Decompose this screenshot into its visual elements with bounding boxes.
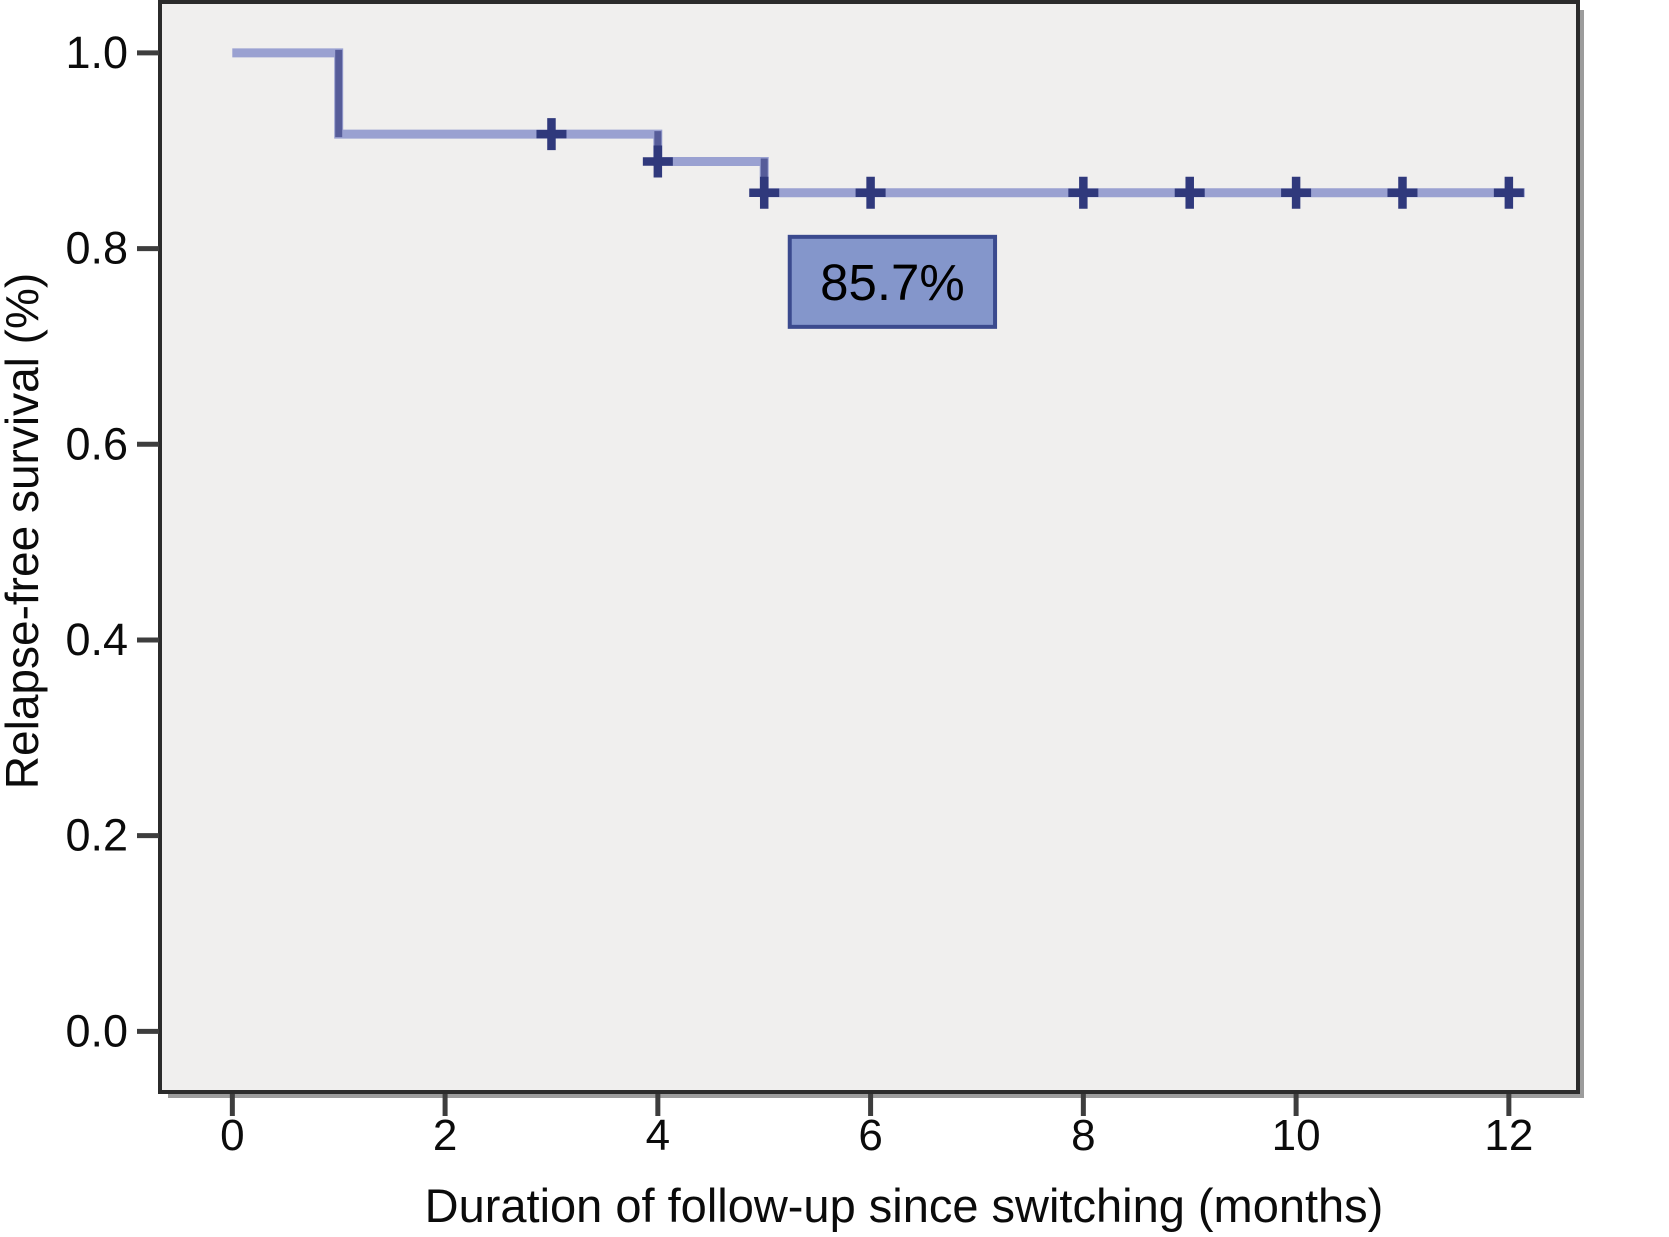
annotation-label: 85.7% bbox=[820, 254, 965, 311]
x-tick-label: 4 bbox=[646, 1111, 670, 1160]
censor-mark bbox=[1387, 176, 1418, 209]
censor-marks bbox=[536, 118, 1524, 209]
y-axis: 0.0 0.2 0.4 0.6 0.8 1.0 bbox=[65, 27, 159, 1056]
x-tick-label: 2 bbox=[433, 1111, 457, 1160]
y-tick-label: 0.2 bbox=[65, 810, 128, 861]
y-tick-label: 0.6 bbox=[65, 418, 128, 469]
x-tick-label: 6 bbox=[858, 1111, 882, 1160]
y-tick-label: 0.4 bbox=[65, 614, 128, 665]
plot-area bbox=[158, 0, 1580, 1094]
x-tick-label: 12 bbox=[1484, 1111, 1533, 1160]
x-tick-label: 8 bbox=[1071, 1111, 1095, 1160]
x-tick-label: 0 bbox=[220, 1111, 244, 1160]
censor-mark bbox=[1281, 176, 1312, 209]
censor-mark bbox=[855, 176, 886, 209]
x-axis: 0 2 4 6 8 10 12 bbox=[220, 1094, 1533, 1160]
censor-mark bbox=[1068, 176, 1099, 209]
censor-mark bbox=[1493, 176, 1524, 209]
censor-mark bbox=[642, 145, 673, 178]
censor-mark bbox=[1174, 176, 1205, 209]
annotation-box bbox=[787, 234, 998, 329]
y-tick-label: 1.0 bbox=[65, 27, 128, 78]
x-axis-title: Duration of follow-up since switching (m… bbox=[425, 1179, 1384, 1232]
y-tick-label: 0.0 bbox=[65, 1005, 128, 1056]
x-tick-label: 10 bbox=[1272, 1111, 1321, 1160]
censor-mark bbox=[536, 118, 567, 151]
annotation: 85.7% bbox=[787, 234, 998, 329]
y-axis-title: Relapse-free survival (%) bbox=[0, 273, 48, 789]
frame-shadow bbox=[168, 10, 1584, 1098]
y-tick-label: 0.8 bbox=[65, 223, 128, 274]
censor-mark bbox=[749, 176, 780, 209]
